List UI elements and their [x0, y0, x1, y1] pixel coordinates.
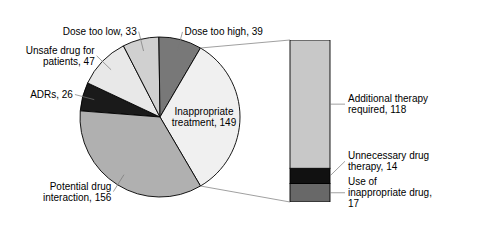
text-line: patients, 47 — [43, 56, 95, 67]
segment-label: Use ofinappropriate drug,17 — [348, 176, 432, 209]
slice-label: Dose too low, 33 — [63, 26, 137, 37]
chart: ADRs, 26 Unsafe drug forpatients, 47 Dose … — [0, 0, 500, 234]
leader-line — [113, 175, 124, 192]
text-line: Unnecessary drug — [348, 150, 429, 161]
text-line: Potential drug — [50, 181, 112, 192]
leader-line — [330, 104, 345, 105]
text-line: inappropriate drug, — [348, 187, 432, 198]
bars — [290, 40, 330, 202]
text-line: Dose too low, 33 — [63, 26, 137, 37]
leader-line — [330, 192, 345, 193]
slice-label: Inappropriatetreatment, 149 — [172, 106, 237, 128]
leader-line — [97, 56, 111, 70]
text-line: Dose too high, 39 — [184, 26, 263, 37]
leader-line — [75, 95, 94, 100]
bar-segment — [290, 168, 330, 183]
text-line: Additional therapy — [348, 93, 428, 104]
text-line: treatment, 149 — [172, 117, 237, 128]
text-line: Unsafe drug for — [26, 45, 96, 56]
connector-line — [200, 40, 290, 48]
slice-label: Dose too high, 39 — [184, 26, 263, 37]
text-line: required, 118 — [348, 104, 407, 115]
text-line: Inappropriate — [175, 106, 234, 117]
bar-labels: Use ofinappropriate drug,17 Unnecessary d… — [330, 93, 432, 209]
leader-line — [139, 32, 144, 51]
pie-slice — [123, 37, 160, 117]
text-line: interaction, 156 — [43, 192, 112, 203]
slice-label: Unsafe drug forpatients, 47 — [26, 45, 96, 67]
text-line: Use of — [348, 176, 377, 187]
bar-segment — [290, 184, 330, 202]
segment-label: Unnecessary drugtherapy, 14 — [348, 150, 429, 172]
leader-line — [330, 161, 345, 176]
text-line: therapy, 14 — [348, 161, 398, 172]
text-line: 17 — [348, 198, 360, 209]
bar-segment — [290, 40, 330, 168]
slice-label: ADRs, 26 — [30, 89, 73, 100]
pie — [80, 37, 240, 197]
leader-line — [177, 32, 182, 51]
slice-label: Potential druginteraction, 156 — [43, 181, 112, 203]
segment-label: Additional therapyrequired, 118 — [348, 93, 428, 115]
connector-line — [200, 186, 290, 202]
pie-labels: ADRs, 26 Unsafe drug forpatients, 47 Dose … — [26, 26, 264, 203]
text-line: ADRs, 26 — [30, 89, 73, 100]
